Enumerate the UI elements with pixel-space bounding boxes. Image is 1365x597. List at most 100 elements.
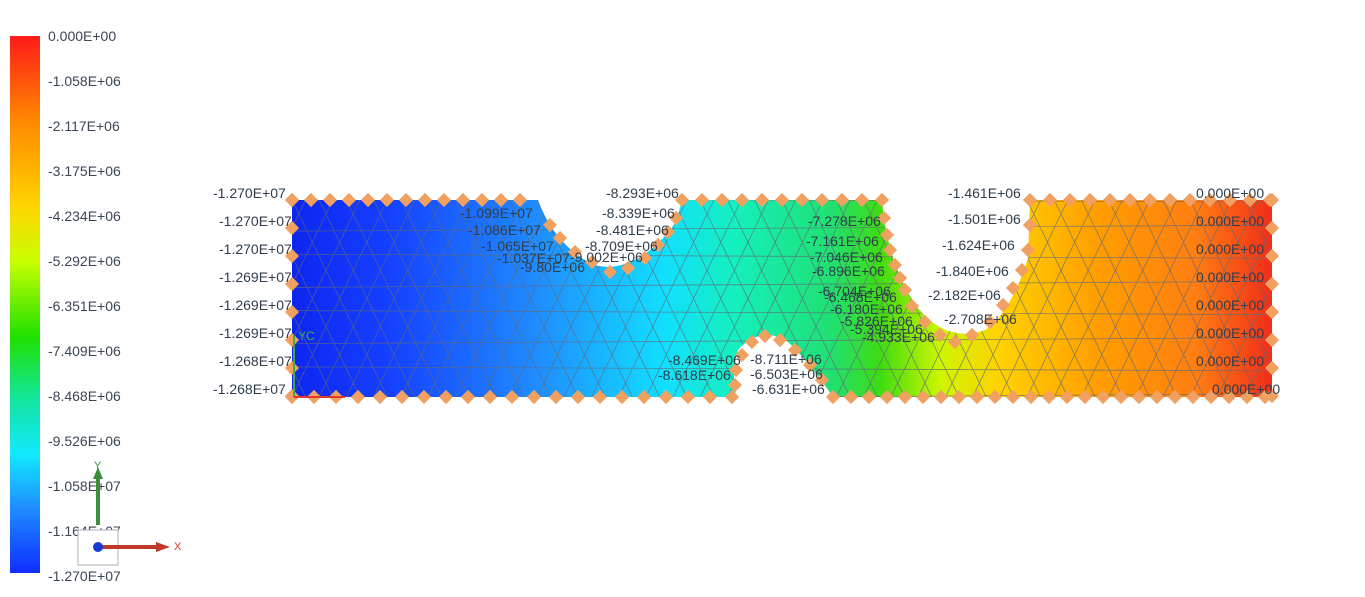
node-marker bbox=[341, 192, 357, 208]
node-marker bbox=[802, 357, 818, 373]
node-marker bbox=[843, 389, 859, 405]
node-value-label: -2.708E+06 bbox=[944, 311, 1017, 327]
node-value-label: -6.468E+06 bbox=[824, 289, 897, 305]
node-marker bbox=[620, 260, 636, 276]
node-marker bbox=[1264, 332, 1280, 348]
y-axis-label: Y bbox=[94, 460, 102, 472]
node-marker bbox=[284, 220, 300, 236]
node-marker bbox=[350, 389, 366, 405]
node-marker bbox=[814, 372, 830, 388]
node-marker bbox=[951, 389, 967, 405]
node-marker bbox=[570, 389, 586, 405]
node-marker bbox=[552, 230, 568, 246]
node-marker bbox=[987, 389, 1003, 405]
node-marker bbox=[360, 192, 376, 208]
node-marker bbox=[1202, 192, 1218, 208]
node-marker bbox=[879, 389, 895, 405]
node-marker bbox=[636, 389, 652, 405]
node-value-label: -6.180E+06 bbox=[830, 301, 903, 317]
node-marker bbox=[416, 389, 432, 405]
node-marker bbox=[1077, 389, 1093, 405]
coord-label: YC bbox=[298, 329, 315, 343]
node-value-label: 0.000E+00 bbox=[1196, 213, 1264, 229]
node-marker bbox=[995, 297, 1011, 313]
node-marker bbox=[1041, 389, 1057, 405]
node-marker bbox=[474, 192, 490, 208]
node-marker bbox=[727, 377, 743, 393]
node-marker bbox=[1264, 304, 1280, 320]
node-marker bbox=[917, 314, 933, 330]
node-marker bbox=[1042, 192, 1058, 208]
node-marker bbox=[702, 389, 718, 405]
node-value-label: -1.840E+06 bbox=[936, 263, 1009, 279]
node-value-label: -7.278E+06 bbox=[808, 213, 881, 229]
node-marker bbox=[436, 192, 452, 208]
node-marker bbox=[1167, 389, 1183, 405]
node-marker bbox=[660, 224, 676, 240]
node-marker bbox=[1022, 217, 1038, 233]
node-marker bbox=[1082, 192, 1098, 208]
node-marker bbox=[882, 242, 898, 258]
node-value-label: -1.268E+07 bbox=[213, 381, 286, 397]
node-marker bbox=[284, 332, 300, 348]
legend-color-bar bbox=[10, 36, 40, 573]
node-value-label: -6.503E+06 bbox=[750, 366, 823, 382]
node-marker bbox=[915, 389, 931, 405]
node-marker bbox=[1005, 280, 1021, 296]
legend-tick-label: -1.058E+06 bbox=[48, 73, 121, 89]
node-marker bbox=[1222, 192, 1238, 208]
node-marker bbox=[680, 389, 696, 405]
mesh-edges bbox=[292, 200, 1272, 397]
node-marker bbox=[460, 389, 476, 405]
node-value-label: -7.161E+06 bbox=[806, 233, 879, 249]
node-value-label: -8.709E+06 bbox=[585, 238, 658, 254]
node-marker bbox=[1020, 242, 1036, 258]
node-marker bbox=[854, 192, 870, 208]
node-value-label: -1.269E+07 bbox=[219, 269, 292, 285]
node-value-label: -1.099E+07 bbox=[460, 205, 533, 221]
node-marker bbox=[1221, 389, 1237, 405]
node-marker bbox=[1122, 192, 1138, 208]
node-marker bbox=[482, 389, 498, 405]
node-value-label: -9.80E+06 bbox=[520, 259, 585, 275]
node-marker bbox=[772, 332, 788, 348]
node-marker bbox=[1022, 192, 1038, 208]
node-marker bbox=[876, 210, 892, 226]
node-marker bbox=[1095, 389, 1111, 405]
node-value-label: -7.046E+06 bbox=[810, 249, 883, 265]
legend-tick-label: -8.468E+06 bbox=[48, 388, 121, 404]
node-marker bbox=[674, 192, 690, 208]
node-marker bbox=[964, 327, 980, 343]
node-markers bbox=[284, 192, 1280, 405]
node-marker bbox=[1203, 389, 1219, 405]
node-marker bbox=[897, 389, 913, 405]
node-marker bbox=[969, 389, 985, 405]
legend-tick-label: -1.270E+07 bbox=[48, 568, 121, 584]
node-value-label: -8.481E+06 bbox=[596, 222, 669, 238]
node-value-label: -1.270E+07 bbox=[219, 213, 292, 229]
node-marker bbox=[1162, 192, 1178, 208]
legend-tick-label: -9.526E+06 bbox=[48, 433, 121, 449]
axis-triad: Y X bbox=[60, 455, 200, 585]
node-value-label: -1.269E+07 bbox=[219, 297, 292, 313]
node-marker bbox=[567, 244, 583, 260]
model-origin-marker: YC bbox=[293, 329, 345, 398]
triad-origin bbox=[93, 542, 103, 552]
legend-tick-label: -6.351E+06 bbox=[48, 298, 121, 314]
node-marker bbox=[861, 389, 877, 405]
node-marker bbox=[932, 327, 948, 343]
legend-tick-label: -7.409E+06 bbox=[48, 343, 121, 359]
node-marker bbox=[757, 328, 773, 344]
node-marker bbox=[1264, 248, 1280, 264]
node-marker bbox=[658, 389, 674, 405]
node-marker bbox=[1264, 192, 1280, 208]
node-marker bbox=[714, 192, 730, 208]
node-value-label: -1.270E+07 bbox=[219, 241, 292, 257]
triad-svg bbox=[77, 467, 170, 566]
node-value-label: -6.704E+06 bbox=[818, 283, 891, 299]
node-marker bbox=[1102, 192, 1118, 208]
node-marker bbox=[542, 217, 558, 233]
node-marker bbox=[614, 389, 630, 405]
node-marker bbox=[897, 282, 913, 298]
